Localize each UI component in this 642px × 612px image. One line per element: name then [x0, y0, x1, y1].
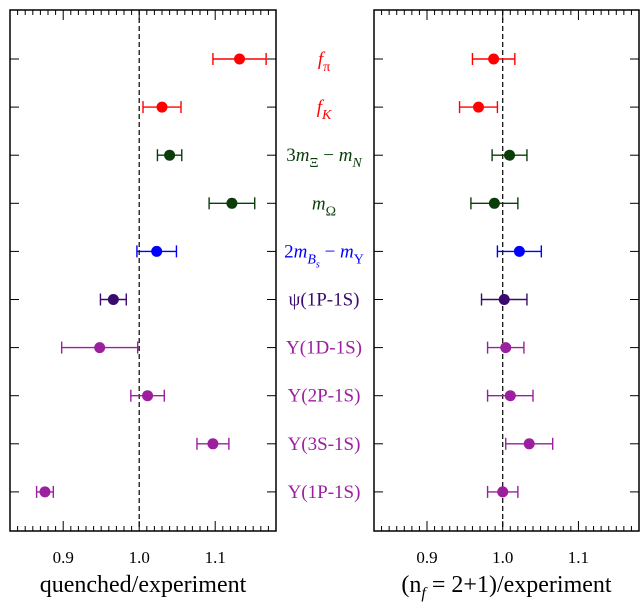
row-label-part: − — [320, 241, 340, 262]
x-tick-label: 1.1 — [568, 548, 589, 567]
data-point — [488, 197, 500, 209]
x-tick-label: 1.1 — [205, 548, 226, 567]
row-label: Υ(1D-1S) — [286, 338, 362, 359]
row-label-part: Υ(1P-1S) — [288, 482, 361, 503]
row-label-part: N — [351, 156, 362, 171]
data-point — [504, 149, 516, 161]
data-point-group — [496, 245, 543, 258]
data-point — [523, 438, 535, 450]
x-axis-label: quenched/experiment — [40, 572, 247, 598]
row-label-part: m — [339, 145, 353, 166]
data-point-group — [470, 197, 519, 210]
row-label: 3mΞ − mN — [286, 145, 362, 171]
row-label-part: Ξ — [309, 156, 318, 171]
panel-right: 0.9 1.0 1.1 (nf = 2+1)/experiment — [373, 9, 640, 602]
data-point-group — [458, 101, 499, 114]
row-label: fK — [317, 97, 332, 123]
x-axis-label: (nf = 2+1)/experiment — [401, 572, 611, 602]
data-point — [504, 390, 516, 402]
panel-left: 0.9 1.0 1.1 quenched/experiment — [9, 9, 277, 598]
data-point-group — [136, 245, 178, 258]
row-label-part: Ω — [326, 204, 336, 219]
data-point-group — [491, 149, 528, 162]
data-point — [151, 245, 163, 257]
row-label-part: K — [321, 108, 332, 123]
row-label-part: f — [317, 97, 325, 118]
data-point — [500, 342, 512, 354]
row-label-part: ψ(1P-1S) — [288, 290, 359, 311]
row-label-part: Υ(3S-1S) — [288, 434, 361, 455]
row-label: 2mBs − mΥ — [284, 241, 364, 270]
row-label: Υ(3S-1S) — [288, 434, 361, 455]
data-point-group — [505, 437, 554, 450]
row-label-part: B — [307, 252, 316, 267]
data-point — [226, 197, 238, 209]
data-point-group — [130, 389, 165, 402]
x-axis-label-part: (n — [401, 572, 421, 598]
row-label-part: m — [296, 145, 310, 166]
data-point-group — [208, 197, 256, 210]
data-point — [164, 149, 176, 161]
row-label: fπ — [318, 49, 330, 75]
data-point — [488, 53, 500, 65]
row-label-part: m — [340, 241, 354, 262]
x-axis-label-part: = 2+1)/experiment — [426, 572, 612, 598]
data-point-group — [60, 341, 139, 354]
data-point — [39, 486, 51, 498]
x-tick-label: 0.9 — [53, 548, 74, 567]
row-label-part: m — [312, 193, 326, 214]
row-label: mΩ — [312, 193, 336, 219]
row-label-part: − — [318, 145, 338, 166]
data-point — [234, 53, 246, 65]
x-axis-label-sub: f — [421, 585, 428, 602]
row-label-part: s — [316, 259, 320, 270]
data-point — [207, 438, 219, 450]
data-point — [107, 294, 119, 305]
data-point-group — [142, 101, 182, 114]
data-point-group — [471, 53, 516, 65]
data-point — [497, 486, 509, 498]
x-tick-label: 0.9 — [416, 548, 437, 567]
x-tick-label: 1.0 — [129, 548, 150, 567]
data-point-group — [212, 53, 267, 65]
data-point — [513, 245, 525, 257]
row-label-part: m — [294, 241, 308, 262]
data-point-group — [486, 389, 534, 402]
row-label-part: 2 — [284, 241, 294, 262]
row-label-part: Υ(1D-1S) — [286, 338, 362, 359]
data-point-group — [196, 437, 230, 450]
row-label: ψ(1P-1S) — [288, 290, 359, 311]
plot-frame — [373, 9, 640, 532]
data-point-group — [35, 485, 55, 498]
data-point-group — [99, 293, 127, 306]
row-label-part: 3 — [286, 145, 296, 166]
row-label-part: f — [318, 49, 326, 70]
data-point-group — [486, 485, 519, 498]
row-label-part: Υ — [354, 252, 364, 267]
row-label-part: Υ(2P-1S) — [288, 386, 361, 407]
data-point — [94, 342, 106, 354]
data-point — [498, 294, 510, 305]
data-point — [156, 101, 168, 113]
data-point — [142, 390, 154, 402]
data-point-group — [480, 293, 528, 306]
row-label-part: π — [323, 60, 330, 75]
plot-frame — [9, 9, 277, 532]
x-tick-label: 1.0 — [492, 548, 513, 567]
row-label: Υ(1P-1S) — [288, 482, 361, 503]
row-label: Υ(2P-1S) — [288, 386, 361, 407]
data-point-group — [486, 341, 525, 354]
data-point — [472, 101, 484, 113]
data-point-group — [156, 149, 183, 162]
